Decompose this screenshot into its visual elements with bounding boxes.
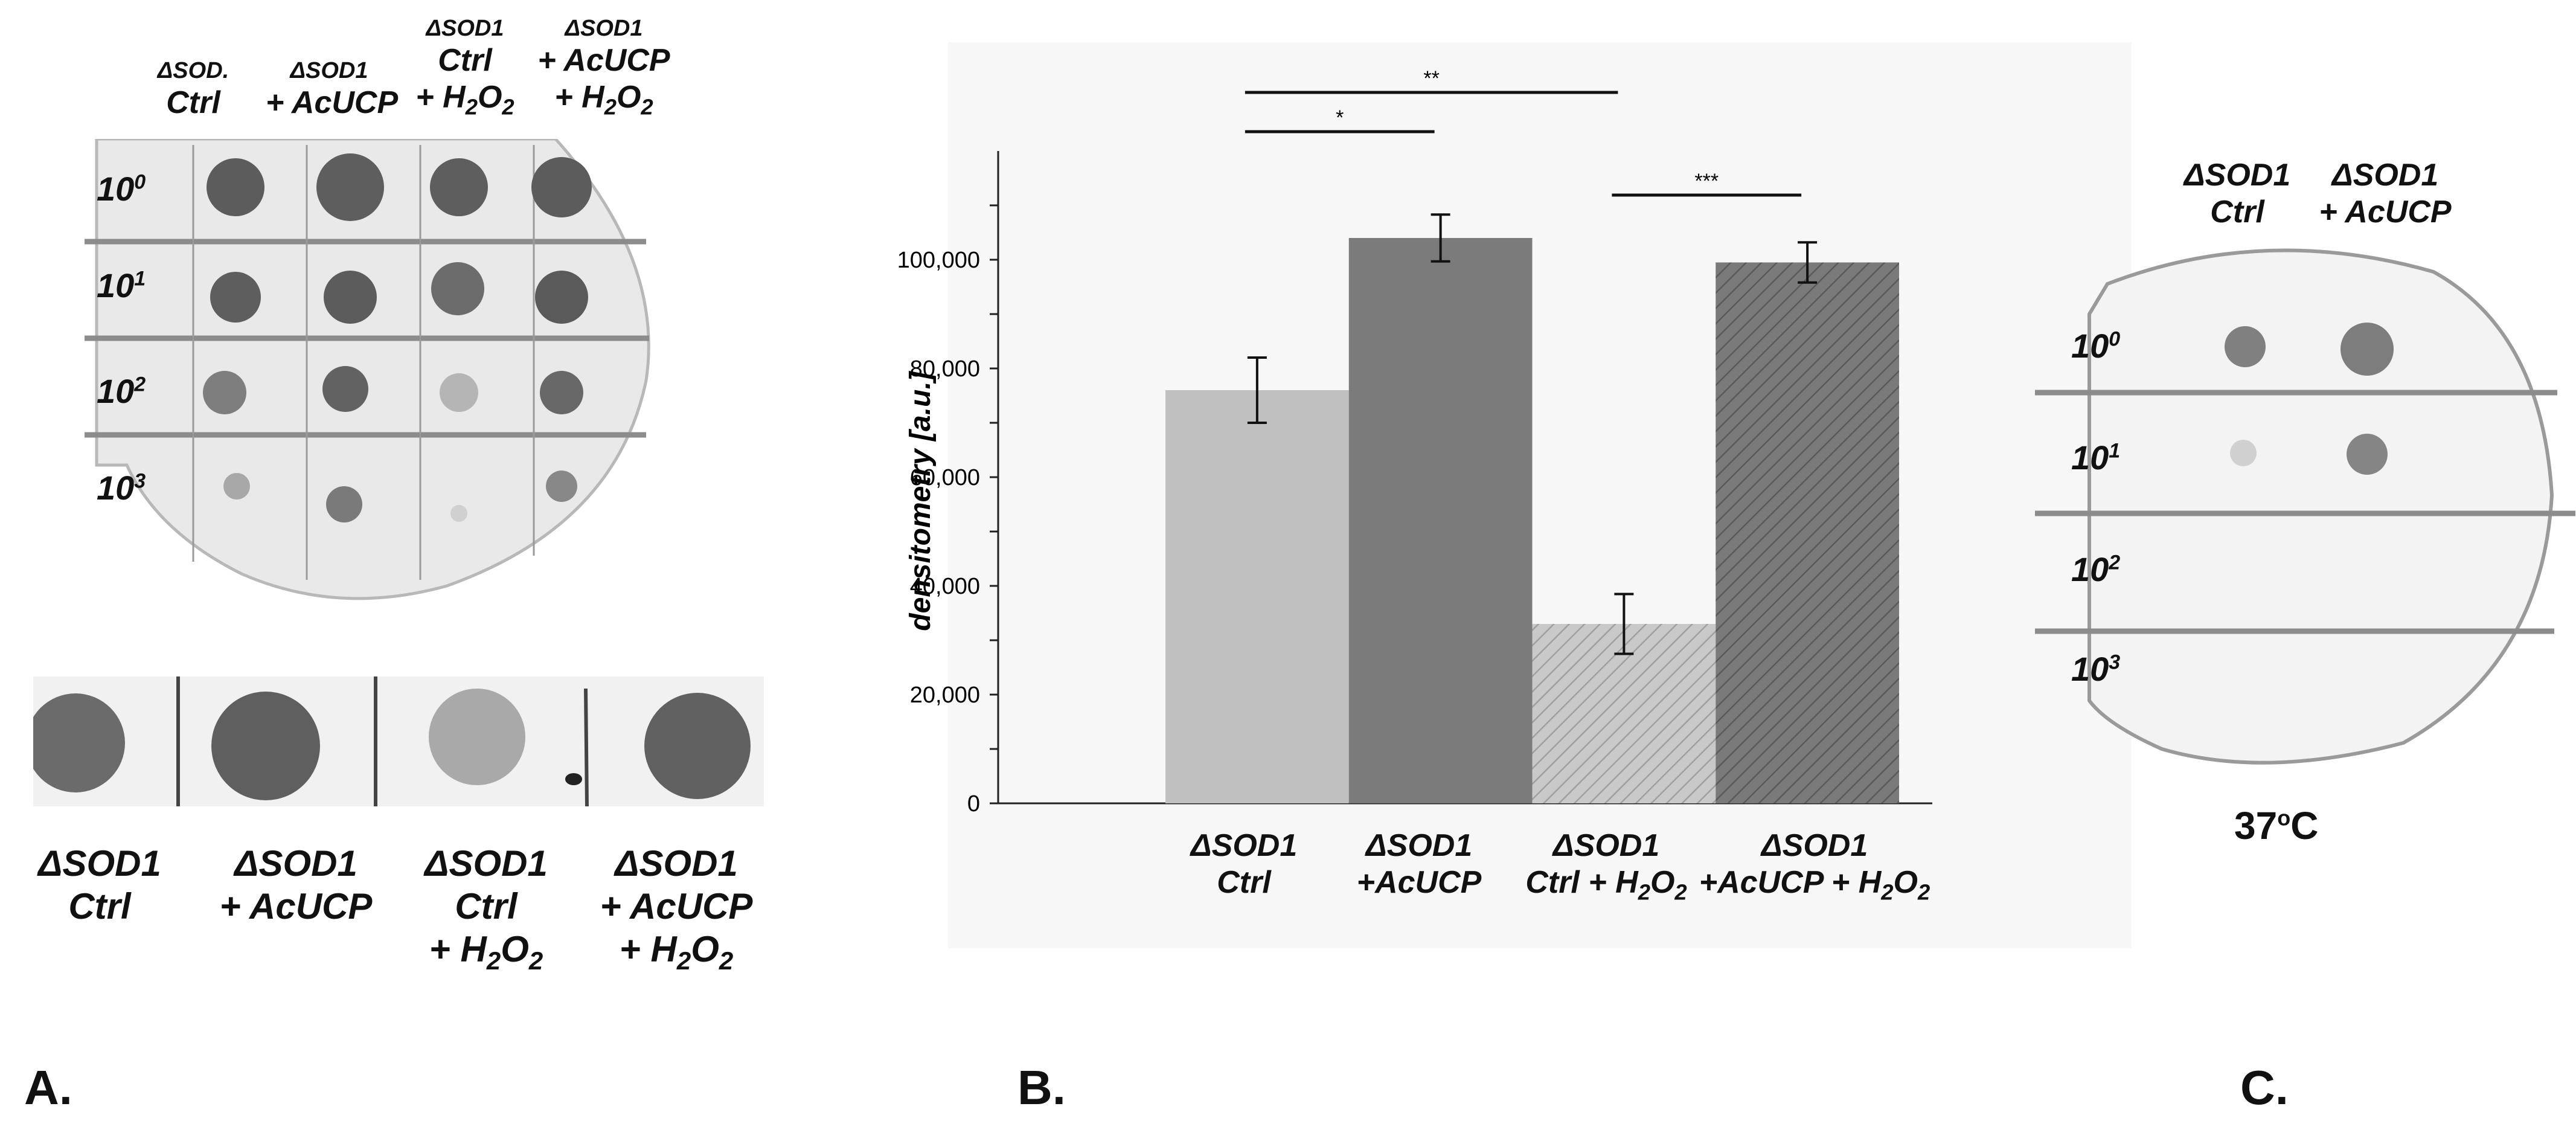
colony-spot	[326, 486, 362, 522]
dilution-label: 100	[2071, 327, 2121, 365]
y-tick-label: 100,000	[897, 248, 980, 273]
y-tick-label: 80,000	[910, 356, 980, 382]
x-category-label: ΔSOD1 +AcUCP + H2O2	[1699, 828, 1930, 905]
panel-c-col-header: ΔSOD1 Ctrl	[2184, 158, 2291, 230]
bar	[1348, 238, 1533, 803]
bar	[1716, 262, 1899, 803]
petri-dish-c	[2087, 248, 2554, 765]
dilution-label: 101	[2071, 439, 2121, 477]
temperature-label: 37oC	[2234, 804, 2319, 847]
colony-spot	[210, 272, 261, 323]
y-tick-label: 0	[967, 791, 980, 817]
colony-spot	[2347, 434, 2388, 475]
x-category-label-text: Ctrl + H2O2	[1525, 865, 1687, 905]
panel-c: ΔSOD1 Ctrl ΔSOD1 + AcUCP 100 101 102 103…	[2011, 0, 2576, 1147]
bar	[1165, 390, 1349, 803]
colony-spot	[546, 471, 577, 502]
dilution-label: 102	[97, 372, 146, 410]
zoomed-colony	[429, 689, 525, 785]
colony-spot	[2230, 440, 2257, 466]
significance-label: ***	[1694, 170, 1719, 193]
colony-spot	[431, 262, 484, 315]
zoomed-colony	[211, 692, 320, 800]
significance-label: **	[1423, 67, 1439, 90]
y-tick-label: 60,000	[910, 465, 980, 490]
colony-spot	[324, 271, 377, 324]
x-category-label: ΔSOD1 Ctrl	[1190, 828, 1298, 901]
colony-spot	[203, 371, 246, 414]
y-tick-label: 40,000	[910, 574, 980, 599]
colony-spot	[2225, 326, 2266, 367]
colony-spot	[450, 505, 467, 522]
colony-spot	[535, 271, 588, 324]
significance-label: *	[1336, 106, 1344, 129]
panel-a-col-header: ΔSOD1 + AcUCP	[266, 58, 399, 120]
panel-c-col-header: ΔSOD1 + AcUCP	[2319, 158, 2452, 230]
dilution-label: 103	[97, 469, 146, 507]
colony-spot	[223, 473, 250, 500]
y-axis-title: densitometry [a.u.]	[905, 370, 937, 631]
x-category-label: ΔSOD1 Ctrl + H2O2	[1525, 828, 1687, 905]
colony-spot	[531, 157, 592, 217]
dilution-label: 103	[2071, 650, 2121, 688]
zoomed-colony	[644, 693, 751, 799]
panel-letter-a: A.	[24, 1061, 72, 1114]
zoom-label: ΔSOD1 + AcUCP + H2O2	[600, 843, 753, 975]
x-category-label: ΔSOD1 +AcUCP	[1356, 828, 1482, 901]
x-category-label-text: +AcUCP + H2O2	[1699, 865, 1930, 905]
panel-letter-b: B.	[1017, 1061, 1066, 1114]
colony-spot	[540, 371, 583, 414]
colony-spot	[316, 153, 384, 221]
zoom-label: ΔSOD1 + AcUCP	[219, 843, 373, 927]
panel-letter-c: C.	[2240, 1061, 2289, 1114]
colony-spot	[440, 373, 478, 412]
y-tick-label: 20,000	[910, 683, 980, 708]
dilution-label: 100	[97, 170, 146, 208]
dilution-label: 101	[97, 266, 146, 304]
zoomed-colony	[33, 693, 125, 792]
zoom-divider	[584, 688, 589, 806]
zoom-label: ΔSOD1 Ctrl + H2O2	[425, 843, 548, 975]
panel-a: ΔSOD. Ctrl ΔSOD1 + AcUCP ΔSOD1 Ctrl + H2…	[0, 0, 779, 1147]
panel-a-col-header: ΔSOD. Ctrl	[157, 58, 229, 120]
colony-spot	[2341, 323, 2394, 376]
debris	[565, 773, 582, 785]
panel-a-plate	[85, 139, 650, 600]
colony-spot	[430, 158, 488, 216]
colony-spot	[207, 158, 264, 216]
panel-c-plate	[2035, 248, 2575, 765]
panel-b: 0 20,000 40,000 60,000 80,000 100,000 ** * *** …	[839, 0, 2186, 1147]
zoom-label: ΔSOD1 Ctrl	[38, 843, 161, 927]
panel-a-col-header: ΔSOD1 Ctrl + H2O2	[415, 16, 514, 120]
zoom-strip	[33, 676, 764, 806]
panel-a-col-header: ΔSOD1 + AcUCP + H2O2	[537, 16, 670, 120]
dilution-label: 102	[2071, 550, 2121, 588]
colony-spot	[322, 366, 368, 412]
